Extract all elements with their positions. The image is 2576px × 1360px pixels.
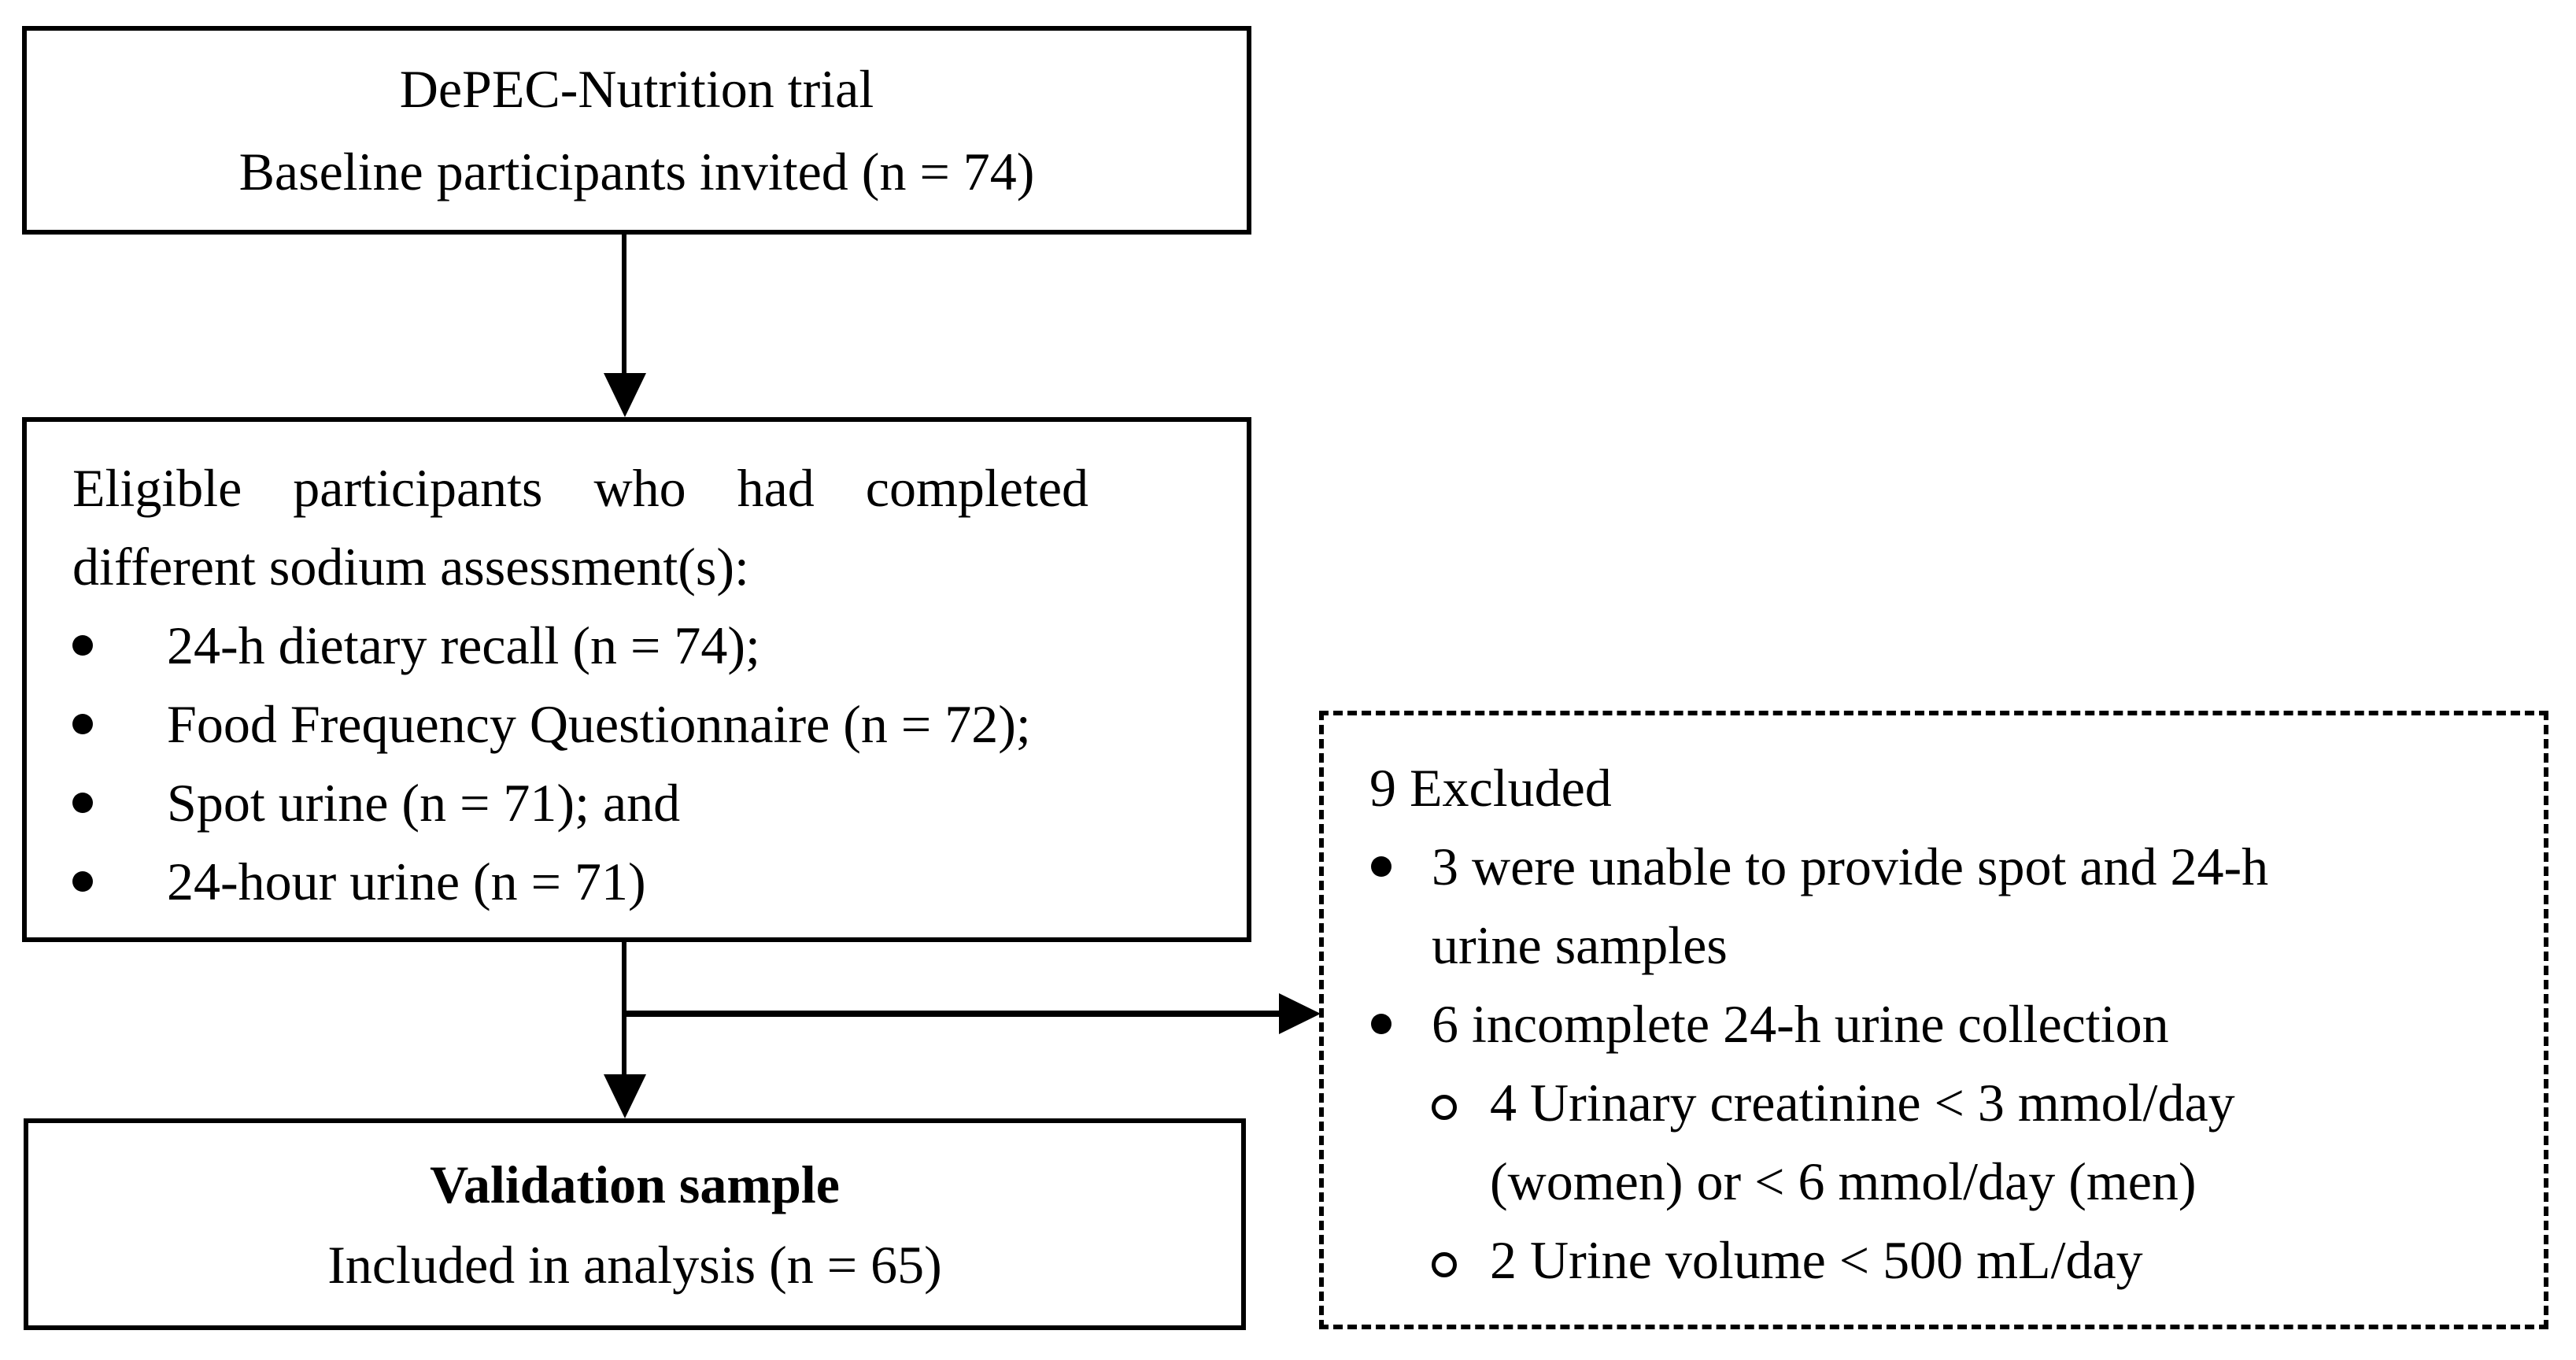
- connector-line-branch: [624, 1011, 1279, 1017]
- eligible-text-line1: Eligible participants who had completed: [72, 458, 1089, 518]
- list-item: 6 incomplete 24-h urine collection: [1369, 985, 2512, 1063]
- arrow-down-icon: [604, 1074, 646, 1118]
- bullet-dot-icon: [1371, 856, 1391, 877]
- list-item: 3 were unable to provide spot and 24-h u…: [1369, 827, 2512, 985]
- connector-line-bottom: [622, 942, 626, 1074]
- excluded-reason-2: 6 incomplete 24-h urine collection: [1432, 994, 2169, 1054]
- assessment-24h-urine: 24-hour urine (n = 71): [167, 852, 646, 911]
- bullet-dot-icon: [72, 714, 93, 734]
- trial-invited-count: Baseline participants invited (n = 74): [238, 141, 1035, 201]
- list-item: Food Frequency Questionnaire (n = 72);: [72, 685, 1215, 763]
- excluded-title: 9 Excluded: [1369, 758, 1612, 818]
- box-trial-invited: DePEC-Nutrition trial Baseline participa…: [22, 26, 1251, 235]
- excluded-detail-1-line2: (women) or < 6 mmol/day (men): [1490, 1151, 2197, 1211]
- bullet-dot-icon: [1371, 1014, 1391, 1034]
- sub-list-item: 4 Urinary creatinine < 3 mmol/day (women…: [1369, 1063, 2512, 1221]
- connector-line-top: [622, 235, 626, 373]
- assessment-dietary-recall: 24-h dietary recall (n = 74);: [167, 615, 760, 675]
- sub-list-item: 2 Urine volume < 500 mL/day: [1369, 1221, 2512, 1299]
- bullet-dot-icon: [72, 635, 93, 656]
- arrow-right-icon: [1279, 993, 1321, 1034]
- assessment-ffq: Food Frequency Questionnaire (n = 72);: [167, 694, 1031, 754]
- bullet-dot-icon: [72, 793, 93, 813]
- box-excluded: 9 Excluded 3 were unable to provide spot…: [1319, 711, 2548, 1329]
- list-item: 24-hour urine (n = 71): [72, 842, 1215, 921]
- eligible-text-line2: different sodium assessment(s):: [72, 537, 749, 597]
- excluded-detail-2: 2 Urine volume < 500 mL/day: [1490, 1230, 2143, 1290]
- list-item: Spot urine (n = 71); and: [72, 763, 1215, 842]
- open-circle-bullet-icon: [1432, 1095, 1457, 1120]
- arrow-down-icon: [604, 373, 646, 417]
- excluded-detail-1-line1: 4 Urinary creatinine < 3 mmol/day: [1490, 1073, 2235, 1133]
- box-validation-sample: Validation sample Included in analysis (…: [24, 1118, 1246, 1330]
- open-circle-bullet-icon: [1432, 1252, 1457, 1277]
- validation-included-count: Included in analysis (n = 65): [327, 1234, 942, 1295]
- bullet-dot-icon: [72, 871, 93, 892]
- excluded-reason-1-line1: 3 were unable to provide spot and 24-h: [1432, 837, 2269, 896]
- assessment-spot-urine: Spot urine (n = 71); and: [167, 773, 681, 833]
- box-eligible-participants: Eligible participants who had completed …: [22, 417, 1251, 942]
- validation-title: Validation sample: [430, 1154, 840, 1214]
- excluded-reason-1-line2: urine samples: [1432, 915, 1728, 975]
- trial-name: DePEC-Nutrition trial: [399, 58, 874, 119]
- list-item: 24-h dietary recall (n = 74);: [72, 606, 1215, 685]
